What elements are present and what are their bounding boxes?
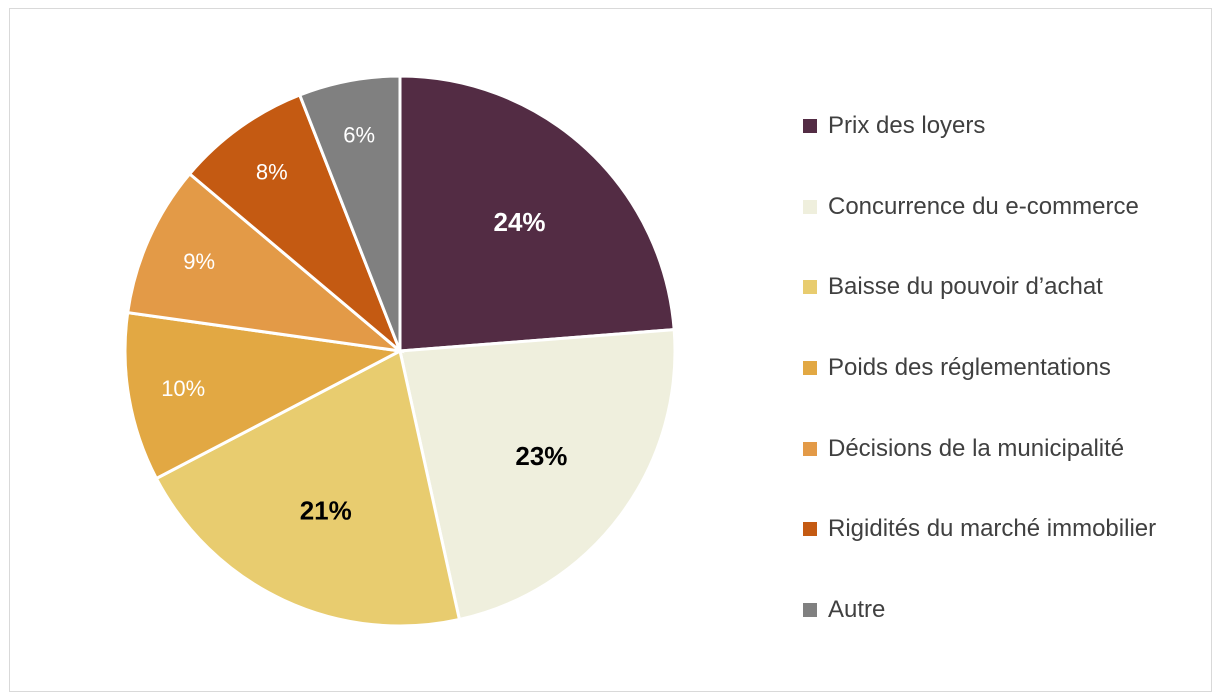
data-label-rigidites-du-marche-immobilier: 8% <box>256 160 288 185</box>
data-label-poids-des-reglementations: 10% <box>161 376 205 401</box>
legend-swatch <box>803 280 817 295</box>
legend-item-concurrence-du-e-commerce: Concurrence du e-commerce <box>803 167 1156 248</box>
legend-label: Rigidités du marché immobilier <box>828 515 1157 543</box>
legend-label: Baisse du pouvoir d’achat <box>828 273 1103 301</box>
legend-swatch <box>803 441 817 456</box>
legend-swatch <box>803 361 817 376</box>
legend-item-rigidites-du-marche-immobilier: Rigidités du marché immobilier <box>803 489 1156 570</box>
legend-label: Autre <box>828 595 886 623</box>
legend-label: Prix des loyers <box>828 112 986 140</box>
pie-slice-autre <box>297 74 402 352</box>
legend-swatch <box>803 119 817 134</box>
chart-legend: Prix des loyers Concurrence du e-commerce… <box>803 86 1156 650</box>
pie-slice-rigidites-du-marche-immobilier <box>187 92 402 353</box>
legend-label: Concurrence du e-commerce <box>828 192 1139 220</box>
legend-label: Décisions de la municipalité <box>828 434 1125 462</box>
pie-slice-poids-des-reglementations <box>123 310 405 481</box>
legend-item-baisse-du-pouvoir-d-achat: Baisse du pouvoir d’achat <box>803 247 1156 328</box>
legend-swatch <box>803 199 817 214</box>
legend-item-prix-des-loyers: Prix des loyers <box>803 86 1156 167</box>
data-label-baisse-du-pouvoir-d-achat: 21% <box>300 496 352 526</box>
data-label-autre: 6% <box>343 122 375 147</box>
legend-item-decisions-de-la-municipalite: Décisions de la municipalité <box>803 408 1156 489</box>
legend-swatch <box>803 602 817 617</box>
legend-swatch <box>803 522 817 537</box>
legend-item-autre: Autre <box>803 570 1156 651</box>
pie-slice-baisse-du-pouvoir-d-achat <box>154 348 462 628</box>
legend-label: Poids des réglementations <box>828 354 1111 382</box>
legend-item-poids-des-reglementations: Poids des réglementations <box>803 328 1156 409</box>
pie-slice-prix-des-loyers <box>398 74 676 353</box>
data-label-prix-des-loyers: 24% <box>493 207 545 237</box>
pie-slice-decisions-de-la-municipalite <box>125 171 405 354</box>
pie-slice-concurrence-du-e-commerce <box>398 328 677 622</box>
data-label-concurrence-du-e-commerce: 23% <box>515 441 567 471</box>
data-label-decisions-de-la-municipalite: 9% <box>183 249 215 274</box>
